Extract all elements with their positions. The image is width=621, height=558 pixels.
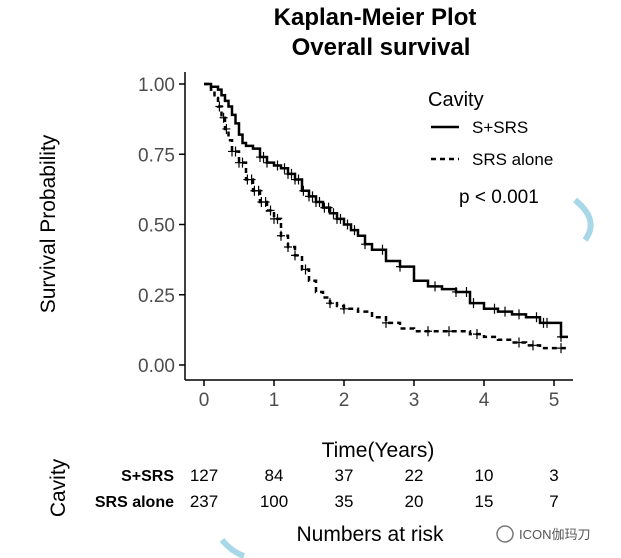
- risk-count: 127: [190, 466, 218, 485]
- y-tick-label: 1.00: [138, 75, 175, 96]
- risk-count: 35: [335, 492, 354, 511]
- risk-count: 237: [190, 492, 218, 511]
- censor-mark-s-srs: [350, 225, 359, 236]
- censor-mark-s-srs: [396, 261, 404, 272]
- censor-mark-s-srs: [452, 286, 460, 297]
- censor-mark-srs-alone: [445, 326, 453, 337]
- censor-mark-s-srs: [361, 239, 369, 250]
- censor-mark-srs-alone: [273, 213, 282, 224]
- x-tick-label: 2: [339, 390, 350, 411]
- legend: Cavity S+SRS SRS alone: [428, 89, 553, 169]
- censor-mark-s-srs: [299, 185, 308, 196]
- x-tick-label: 1: [269, 390, 280, 411]
- censor-mark-s-srs: [378, 244, 387, 255]
- censor-mark-s-srs: [273, 160, 282, 171]
- y-tick-label: 0.00: [138, 356, 175, 377]
- censor-mark-srs-alone: [261, 197, 270, 208]
- watermark-text: ICON伽玛刀: [519, 527, 591, 542]
- censor-mark-s-srs: [469, 298, 478, 309]
- censor-mark-srs-alone: [424, 326, 432, 337]
- x-tick-label: 0: [199, 390, 210, 411]
- risk-row-label-srs-alone: SRS alone: [95, 494, 174, 511]
- x-tick-label: 4: [479, 390, 490, 411]
- censor-mark-srs-alone: [231, 146, 240, 157]
- watermark: ICON伽玛刀: [496, 525, 591, 543]
- legend-label-s-srs: S+SRS: [472, 118, 528, 137]
- censor-mark-s-srs: [263, 157, 271, 168]
- risk-table-caption: Numbers at risk: [296, 523, 444, 546]
- censor-mark-srs-alone: [291, 250, 299, 261]
- censor-mark-srs-alone: [529, 340, 537, 351]
- censor-mark-s-srs: [543, 317, 551, 328]
- risk-count: 22: [405, 466, 424, 485]
- watermark-logo-icon: [496, 525, 514, 543]
- y-axis-label: Survival Probability: [37, 134, 60, 313]
- censor-mark-s-srs: [259, 152, 268, 163]
- censor-mark-s-srs: [336, 213, 345, 224]
- risk-count: 20: [405, 492, 424, 511]
- risk-table-axis-title: Cavity: [47, 458, 70, 517]
- censor-mark-s-srs: [324, 202, 333, 213]
- y-tick-label: 0.75: [138, 145, 175, 166]
- risk-count: 7: [549, 492, 558, 511]
- y-ticks: 0.00 0.25 0.50 0.75 1.00: [138, 75, 185, 377]
- risk-table-numbers: 127 84 37 22 10 3 237 100 35 20 15 7: [190, 466, 559, 511]
- censor-mark-s-srs: [343, 219, 352, 230]
- risk-count: 37: [335, 466, 354, 485]
- censor-mark-s-srs: [490, 303, 499, 314]
- risk-count: 100: [260, 492, 288, 511]
- censor-mark-s-srs: [329, 208, 338, 219]
- series-line-srs-alone: [204, 82, 568, 350]
- censor-mark-srs-alone: [247, 174, 256, 185]
- censor-mark-s-srs: [501, 306, 509, 317]
- censor-mark-s-srs: [557, 331, 565, 342]
- risk-count: 3: [549, 466, 558, 485]
- censor-mark-srs-alone: [284, 241, 292, 252]
- x-tick-label: 5: [549, 390, 560, 411]
- censor-mark-srs-alone: [557, 343, 565, 354]
- censor-mark-s-srs: [515, 309, 523, 320]
- chart-title: Kaplan-Meier Plot: [274, 4, 477, 31]
- censor-mark-srs-alone: [301, 264, 310, 275]
- p-value-annotation: p < 0.001: [459, 187, 539, 208]
- y-tick-label: 0.25: [138, 286, 175, 307]
- censor-mark-s-srs: [431, 281, 439, 292]
- risk-row-label-s-srs: S+SRS: [121, 468, 174, 485]
- watermark-arc: [573, 197, 594, 242]
- censor-mark-srs-alone: [215, 101, 224, 112]
- censor-mark-srs-alone: [266, 205, 275, 216]
- censor-mark-srs-alone: [382, 317, 390, 328]
- censor-mark-s-srs: [280, 163, 289, 174]
- censor-mark-s-srs: [315, 197, 324, 208]
- y-tick-label: 0.50: [138, 216, 175, 237]
- survival-curves: [204, 82, 568, 354]
- censor-mark-srs-alone: [277, 230, 285, 241]
- censor-mark-srs-alone: [254, 185, 263, 196]
- risk-count: 10: [475, 466, 494, 485]
- watermark-arc: [219, 538, 246, 558]
- censor-mark-s-srs: [462, 286, 471, 297]
- censor-mark-srs-alone: [222, 123, 231, 134]
- censor-mark-srs-alone: [238, 157, 247, 168]
- censor-mark-srs-alone: [326, 298, 334, 309]
- censor-mark-s-srs: [294, 174, 303, 185]
- legend-label-srs-alone: SRS alone: [472, 150, 553, 169]
- censor-mark-s-srs: [308, 191, 317, 202]
- censor-mark-s-srs: [287, 168, 296, 179]
- risk-count: 84: [265, 466, 284, 485]
- legend-title: Cavity: [428, 89, 484, 111]
- x-axis-label: Time(Years): [322, 439, 435, 462]
- x-tick-label: 3: [409, 390, 420, 411]
- x-ticks: 0 1 2 3 4 5: [199, 380, 560, 411]
- censor-mark-srs-alone: [219, 112, 228, 123]
- risk-count: 15: [475, 492, 494, 511]
- censor-mark-srs-alone: [340, 303, 348, 314]
- censor-mark-s-srs: [532, 312, 541, 323]
- chart-subtitle: Overall survival: [292, 34, 471, 61]
- censor-mark-srs-alone: [473, 329, 481, 340]
- censor-mark-srs-alone: [515, 337, 523, 348]
